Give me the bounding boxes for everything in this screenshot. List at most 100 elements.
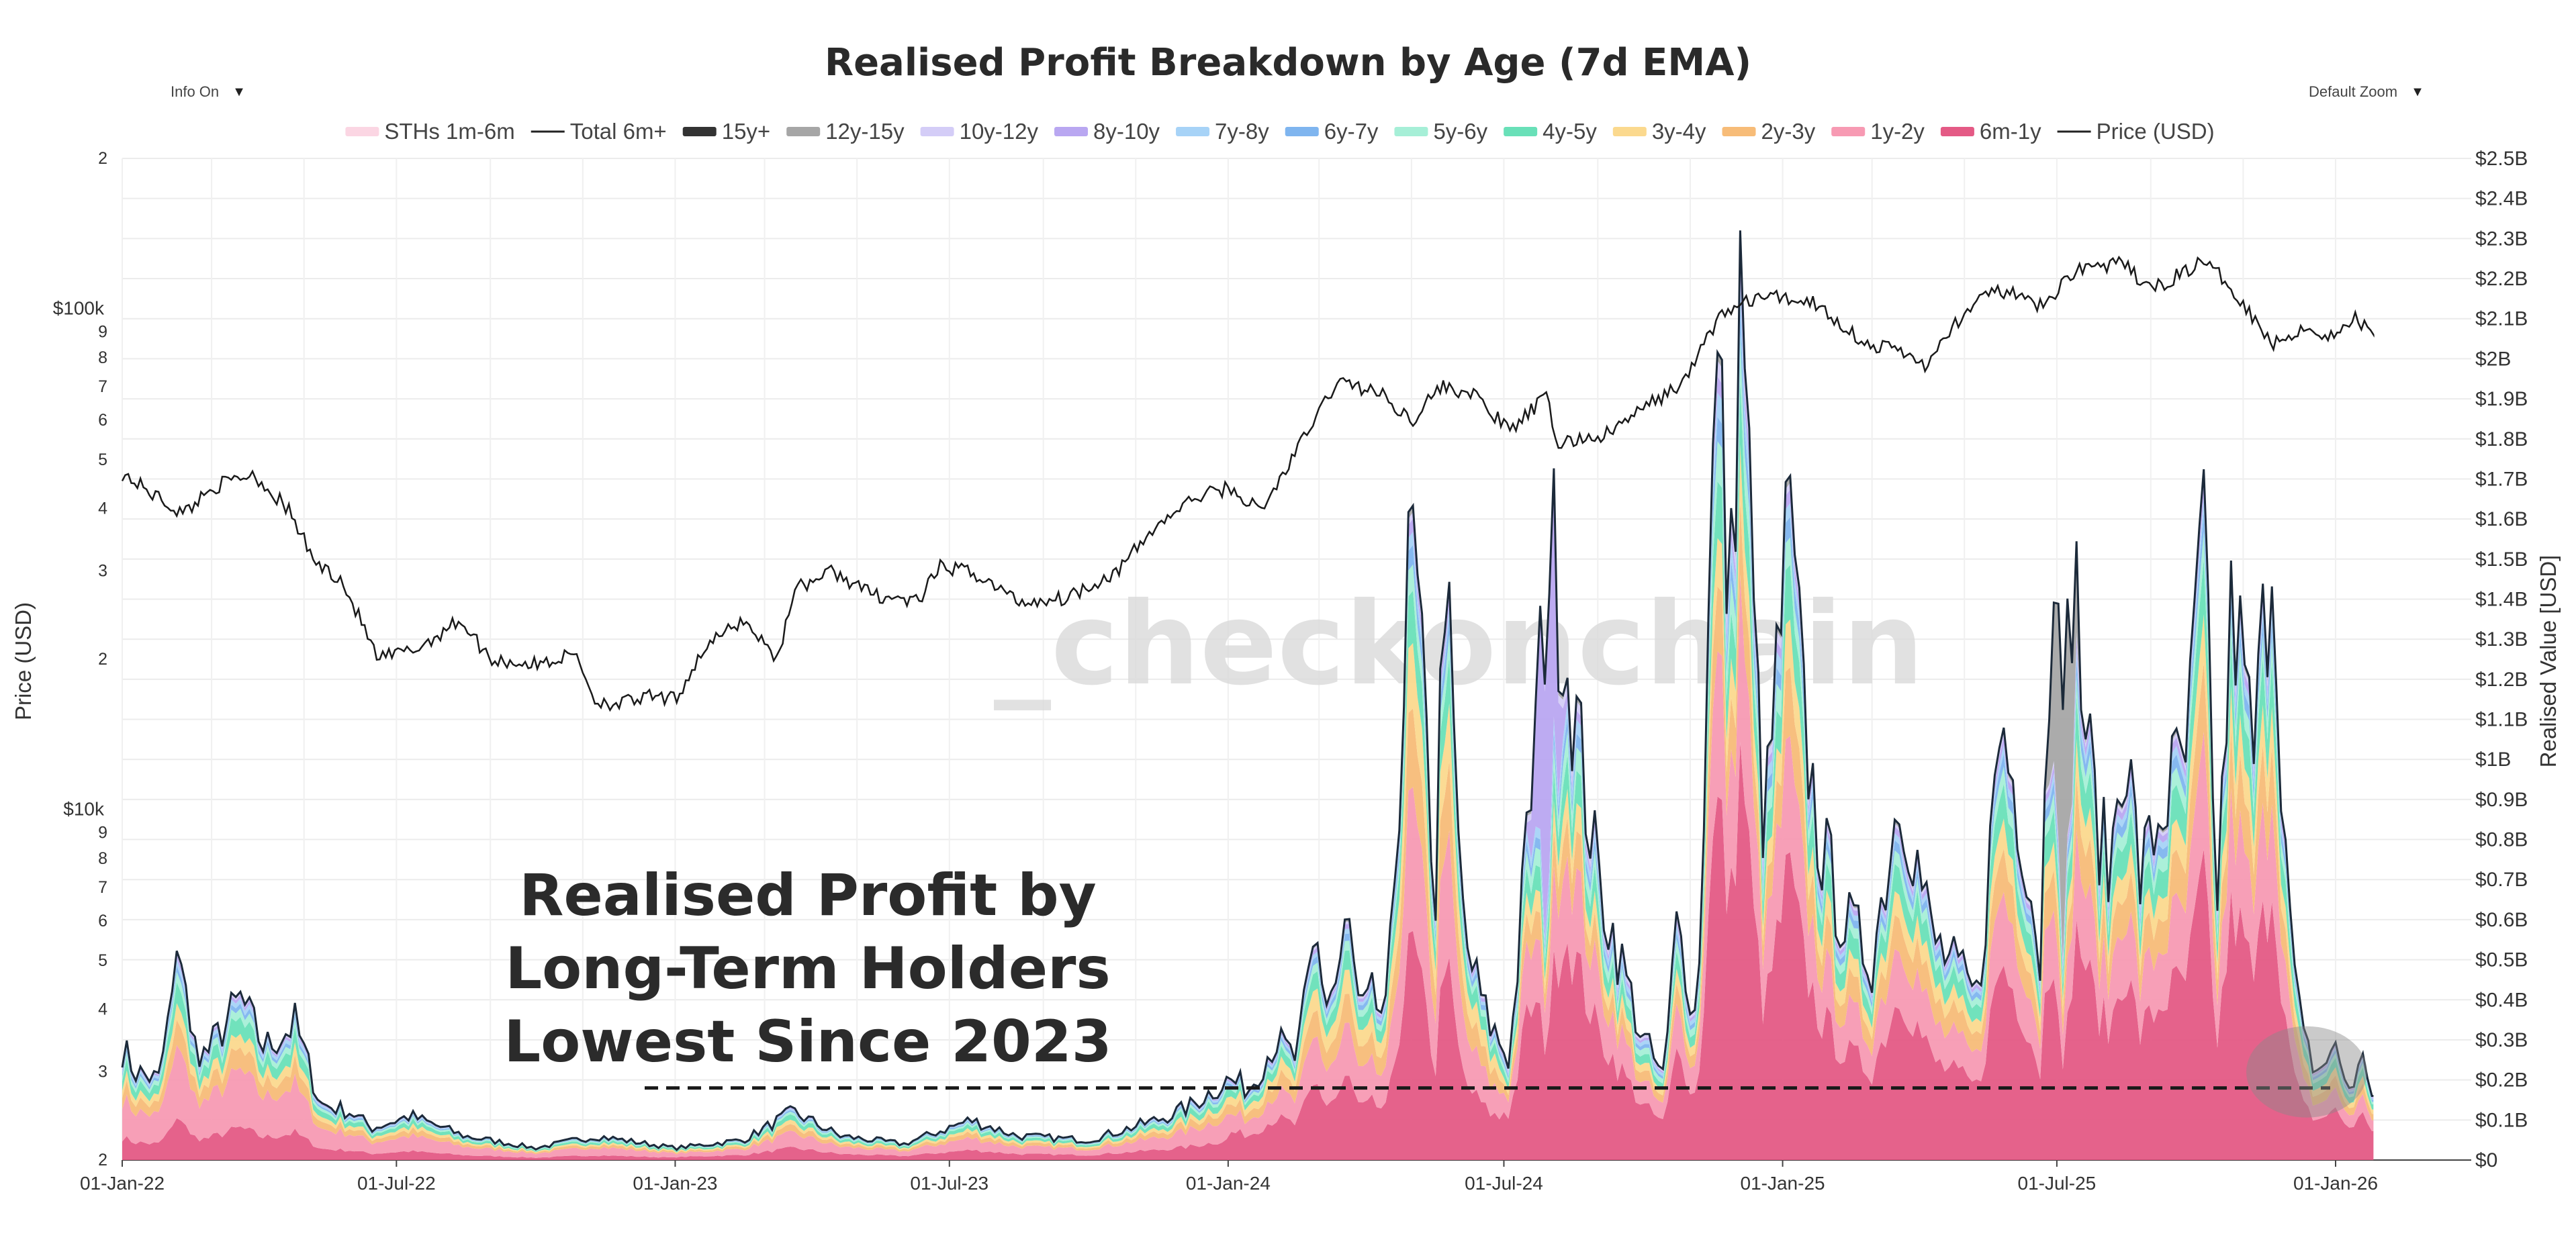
legend-item-15y-: 15y+ — [682, 119, 770, 144]
legend-item-total-6m-: Total 6m+ — [531, 119, 667, 144]
legend-item-6m-1y: 6m-1y — [1940, 119, 2041, 144]
legend-swatch — [1722, 127, 1756, 136]
y-right-tick-label: $0.3B — [2475, 1029, 2528, 1051]
zoom-select-label: Default Zoom — [2309, 83, 2398, 100]
x-tick-label: 01-Jul-23 — [910, 1173, 988, 1194]
y-left-tick-label: 8 — [98, 849, 107, 868]
y-right-tick-label: $2.3B — [2475, 228, 2528, 250]
legend-label: 2y-3y — [1761, 119, 1816, 144]
y-right-tick-label: $2.5B — [2475, 148, 2528, 170]
annotation-line-1: Realised Profit by — [519, 862, 1097, 929]
y-right-tick-label: $1.8B — [2475, 428, 2528, 450]
y-right-tick-label: $1.2B — [2475, 669, 2528, 691]
y-left-tick-label: $10k — [63, 799, 105, 820]
legend-item-8y-10y: 8y-10y — [1054, 119, 1160, 144]
y-left-tick-label: 6 — [98, 912, 107, 930]
legend-label: 6m-1y — [1980, 119, 2041, 144]
y-left-tick-label: 8 — [98, 348, 107, 367]
y-left-tick-label: 5 — [98, 450, 107, 469]
y-right-tick-label: $1.7B — [2475, 468, 2528, 490]
y-right-tick-label: $0.4B — [2475, 989, 2528, 1011]
legend-label: 6y-7y — [1324, 119, 1379, 144]
y-left-tick-label: 7 — [98, 878, 107, 897]
y-axis-right-title: Realised Value [USD] — [2536, 555, 2561, 768]
y-right-tick-label: $1.3B — [2475, 628, 2528, 651]
y-right-tick-label: $1.1B — [2475, 709, 2528, 731]
legend-swatch — [1940, 127, 1974, 136]
x-tick-label: 01-Jul-22 — [357, 1173, 436, 1194]
x-tick-label: 01-Jan-24 — [1186, 1173, 1271, 1194]
y-left-tick-label: 3 — [98, 1063, 107, 1081]
legend: STHs 1m-6m Total 6m+ 15y+ 12y-15y 10y-12y 8y-… — [345, 119, 2215, 144]
legend-swatch — [786, 127, 821, 136]
y-left-tick-label: 9 — [98, 323, 107, 342]
chevron-down-icon: ▼ — [232, 84, 246, 99]
y-right-tick-label: $0.5B — [2475, 949, 2528, 971]
chevron-down-icon: ▼ — [2411, 84, 2424, 99]
y-left-tick-label: 9 — [98, 824, 107, 843]
x-tick-label: 01-Jan-26 — [2293, 1173, 2378, 1194]
legend-item-1y-2y: 1y-2y — [1831, 119, 1925, 144]
x-tick-label: 01-Jan-25 — [1741, 1173, 1825, 1194]
y-right-tick-label: $1B — [2475, 749, 2511, 771]
legend-label: 3y-4y — [1652, 119, 1706, 144]
legend-item-12y-15y: 12y-15y — [786, 119, 905, 144]
y-right-tick-label: $2.2B — [2475, 268, 2528, 290]
y-right-tick-label: $2.1B — [2475, 308, 2528, 330]
y-left-tick-label: 4 — [98, 1000, 107, 1018]
legend-swatch — [920, 127, 954, 136]
legend-item-6y-7y: 6y-7y — [1285, 119, 1379, 144]
legend-swatch — [1612, 127, 1647, 136]
chart-lines — [121, 230, 2375, 1151]
y-right-tick-label: $2.4B — [2475, 188, 2528, 210]
y-right-tick-label: $2B — [2475, 348, 2511, 370]
y-right-tick-label: $0.8B — [2475, 829, 2528, 851]
y-left-tick-label: 6 — [98, 411, 107, 430]
x-tick-label: 01-Jan-23 — [633, 1173, 717, 1194]
y-left-tick-label: 2 — [98, 650, 107, 669]
legend-label: 7y-8y — [1215, 119, 1269, 144]
annotation-callout: Realised Profit by Long-Term Holders Low… — [504, 862, 1111, 1075]
y-left-tick-label: 7 — [98, 377, 107, 396]
legend-item-2y-3y: 2y-3y — [1722, 119, 1816, 144]
y-right-tick-label: $1.6B — [2475, 508, 2528, 530]
y-right-tick-label: $0.1B — [2475, 1109, 2528, 1131]
chart-title: Realised Profit Breakdown by Age (7d EMA… — [825, 41, 1751, 85]
legend-label: 8y-10y — [1093, 119, 1160, 144]
y-right-tick-label: $1.5B — [2475, 548, 2528, 571]
y-right-tick-label: $0 — [2475, 1149, 2497, 1171]
info-toggle-dropdown[interactable]: Info On ▼ — [158, 75, 265, 109]
zoom-select-dropdown[interactable]: Default Zoom ▼ — [2297, 75, 2451, 109]
annotation-line-3: Lowest Since 2023 — [504, 1008, 1111, 1075]
legend-swatch — [1394, 127, 1428, 136]
legend-label: STHs 1m-6m — [384, 119, 514, 144]
legend-item-7y-8y: 7y-8y — [1176, 119, 1269, 144]
legend-item-sths-1m-6m: STHs 1m-6m — [345, 119, 515, 144]
legend-swatch — [682, 127, 717, 136]
x-tick-label: 01-Jan-22 — [80, 1173, 165, 1194]
legend-swatch — [1504, 127, 1538, 136]
y-right-tick-label: $0.6B — [2475, 909, 2528, 931]
watermark-text: _checkonchain — [994, 578, 1924, 711]
y-left-tick-label: $100k — [53, 298, 105, 319]
info-toggle-label: Info On — [171, 83, 220, 100]
y-right-tick-label: $0.9B — [2475, 789, 2528, 811]
y-right-tick-label: $0.7B — [2475, 869, 2528, 891]
legend-label: 5y-6y — [1433, 119, 1487, 144]
legend-item-4y-5y: 4y-5y — [1504, 119, 1597, 144]
y-left-tick-label: 3 — [98, 562, 107, 581]
legend-swatch — [345, 127, 379, 136]
legend-swatch — [1054, 127, 1089, 136]
x-tick-label: 01-Jul-24 — [1465, 1173, 1543, 1194]
legend-swatch — [1285, 127, 1319, 136]
legend-swatch — [1176, 127, 1210, 136]
legend-swatch — [1831, 127, 1866, 136]
legend-item-10y-12y: 10y-12y — [920, 119, 1039, 144]
y-left-tick-label: 2 — [98, 1151, 107, 1169]
legend-label: 15y+ — [722, 119, 770, 144]
legend-item-5y-6y: 5y-6y — [1394, 119, 1488, 144]
y-axis-left-title: Price (USD) — [11, 602, 36, 720]
y-left-tick-label: 2 — [98, 149, 107, 168]
legend-label: 10y-12y — [960, 119, 1039, 144]
